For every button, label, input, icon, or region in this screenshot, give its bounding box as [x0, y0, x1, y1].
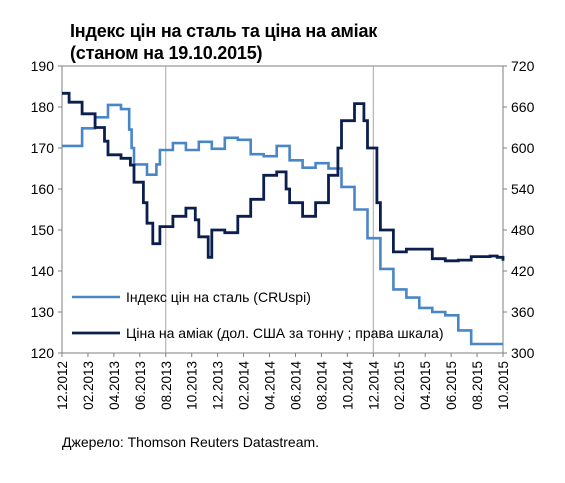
- y-right-tick-label: 660: [511, 99, 535, 115]
- title-line-1: Індекс цін на сталь та ціна на аміак: [70, 21, 378, 41]
- x-tick-label: 04.2013: [107, 361, 122, 410]
- x-tick-label: 08.2013: [159, 361, 174, 410]
- x-tick-label: 06.2015: [444, 361, 459, 410]
- x-tick-label: 10.2015: [496, 361, 511, 410]
- x-tick-label: 10.2013: [185, 361, 200, 410]
- x-tick-label: 06.2013: [133, 361, 148, 410]
- y-left-tick-label: 170: [31, 140, 55, 156]
- series-line-steel: [62, 103, 503, 346]
- x-tick-label: 12.2014: [366, 361, 381, 410]
- x-tick-label: 10.2014: [340, 361, 355, 410]
- x-tick-label: 02.2014: [237, 361, 252, 410]
- x-tick-label: 02.2015: [392, 361, 407, 410]
- legend-label-steel: Індекс цін на сталь (CRUspi): [126, 289, 311, 305]
- y-left-tick-label: 120: [31, 345, 55, 361]
- x-tick-label: 12.2013: [211, 361, 226, 410]
- y-right-tick-label: 480: [511, 222, 535, 238]
- x-tick-label: 08.2014: [314, 361, 329, 410]
- y-left-tick-label: 180: [31, 99, 55, 115]
- x-tick-label: 02.2013: [81, 361, 96, 410]
- y-right-tick-label: 420: [511, 263, 535, 279]
- y-left-tick-label: 150: [31, 222, 55, 238]
- y-right-tick-label: 540: [511, 181, 535, 197]
- y-right-tick-label: 720: [511, 58, 535, 74]
- y-left-tick-label: 160: [31, 181, 55, 197]
- y-right-tick-label: 360: [511, 304, 535, 320]
- x-tick-label: 06.2014: [288, 361, 303, 410]
- source-note: Джерело: Thomson Reuters Datastream.: [62, 434, 320, 450]
- x-tick-label: 08.2015: [470, 361, 485, 410]
- legend-label-ammonia: Ціна на аміак (дол. США за тонну ; права…: [126, 325, 443, 341]
- chart-title: Індекс цін на сталь та ціна на аміак (ст…: [70, 20, 377, 64]
- x-tick-label: 04.2015: [418, 361, 433, 410]
- title-line-2: (станом на 19.10.2015): [70, 43, 263, 63]
- y-right-tick-label: 300: [511, 345, 535, 361]
- y-left-tick-label: 130: [31, 304, 55, 320]
- x-tick-label: 12.2012: [55, 361, 70, 410]
- series-line-ammonia: [62, 91, 505, 263]
- plot-frame: [61, 65, 504, 354]
- y-right-tick-label: 600: [511, 140, 535, 156]
- y-left-tick-label: 190: [31, 58, 55, 74]
- y-left-tick-label: 140: [31, 263, 55, 279]
- x-tick-label: 04.2014: [263, 361, 278, 410]
